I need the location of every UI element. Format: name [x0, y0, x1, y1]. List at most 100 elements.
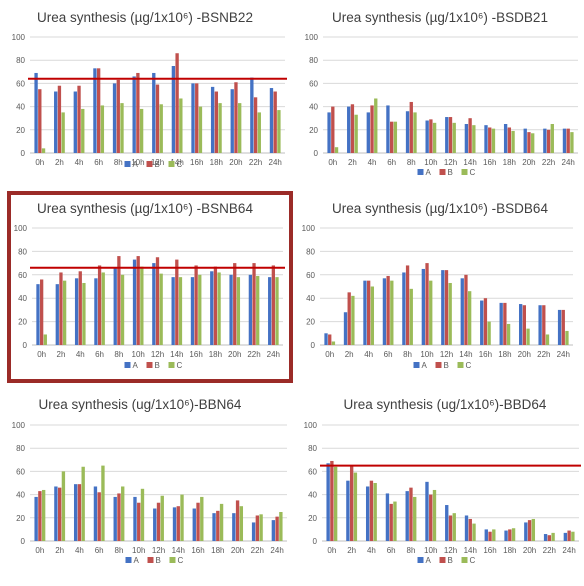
y-tick-label: 20 — [18, 318, 27, 327]
x-tick-label: 2h — [57, 350, 66, 359]
x-tick-label: 0h — [327, 546, 336, 555]
bar-b — [542, 305, 546, 345]
bar-a — [441, 270, 445, 345]
bar-b — [409, 101, 413, 153]
bar-a — [499, 302, 503, 345]
bar-b — [59, 272, 63, 345]
legend-swatch-a — [125, 557, 132, 563]
chart-panel-4: Urea synthesis (ug/1x10⁶)-BBN64 0 20 40 60 80… — [12, 397, 287, 565]
bar-b — [349, 465, 354, 541]
legend-label-c: C — [177, 160, 183, 169]
y-tick-label: 60 — [18, 271, 27, 280]
bar-c — [393, 501, 397, 541]
x-tick-label: 10h — [424, 158, 437, 167]
chart-title: Urea synthesis (µg/1x10⁶) -BSNB22 — [37, 10, 253, 25]
bar-c — [452, 122, 456, 153]
bar-c — [531, 518, 536, 541]
bar-c — [472, 125, 476, 153]
legend: A B C — [417, 168, 476, 177]
x-tick-label: 10h — [131, 158, 144, 167]
legend-swatch-b — [146, 161, 153, 167]
bar-a — [347, 106, 351, 153]
x-tick-label: 24h — [562, 158, 575, 167]
bar-b — [507, 127, 512, 153]
bar-b — [38, 89, 42, 153]
bar-b — [216, 510, 220, 541]
bar-a — [268, 277, 272, 345]
x-tick-label: 0h — [35, 546, 44, 555]
legend-swatch-b — [146, 362, 153, 368]
bar-c — [565, 330, 569, 345]
x-tick-label: 12h — [152, 546, 165, 555]
bar-a — [327, 112, 331, 153]
bar-c — [61, 471, 66, 541]
bar-a — [425, 481, 429, 541]
bar-a — [192, 508, 196, 541]
y-tick-label: 40 — [306, 294, 315, 303]
x-tick-label: 2h — [348, 158, 357, 167]
y-tick-label: 60 — [306, 271, 315, 280]
legend-swatch-c — [168, 161, 175, 167]
bar-b — [252, 263, 256, 345]
x-tick-label: 8h — [407, 158, 416, 167]
legend-swatch-b — [147, 557, 154, 563]
bar-c — [198, 274, 202, 345]
x-tick-label: 24h — [267, 350, 280, 359]
chart-title: Urea synthesis (µg/1x10⁶) -BSDB21 — [332, 10, 548, 25]
bar-c — [472, 523, 476, 541]
bar-b — [444, 270, 449, 345]
bar-b — [155, 257, 160, 345]
y-tick-label: 80 — [306, 247, 315, 256]
bar-b — [366, 280, 371, 345]
legend-swatch-a — [124, 362, 131, 368]
x-tick-label: 2h — [55, 546, 64, 555]
bar-b — [389, 121, 394, 153]
y-tick-label: 0 — [23, 341, 28, 350]
chart-title: Urea synthesis (ug/1x10⁶)-BBN64 — [39, 397, 242, 412]
bar-c — [432, 122, 437, 153]
legend-label-b: B — [155, 160, 160, 169]
legend-swatch-a — [417, 169, 424, 175]
bar-a — [365, 486, 370, 541]
bar-a — [248, 274, 253, 345]
x-tick-label: 22h — [251, 546, 264, 555]
bar-c — [81, 108, 85, 153]
bar-c — [429, 280, 433, 345]
legend-label-b: B — [448, 168, 453, 177]
bar-b — [38, 491, 42, 541]
y-tick-label: 100 — [14, 224, 28, 233]
legend-swatch-b — [439, 169, 446, 175]
x-tick-label: 10h — [424, 546, 437, 555]
bar-b — [488, 127, 492, 153]
bar-a — [405, 111, 410, 153]
bar-b — [546, 129, 551, 153]
bar-b — [97, 492, 101, 541]
bar-c — [545, 334, 550, 345]
bar-a — [518, 304, 523, 345]
y-tick-label: 20 — [16, 514, 25, 523]
bar-a — [385, 493, 390, 541]
legend: A B C — [125, 556, 184, 565]
bar-c — [121, 486, 125, 541]
chart-panel-3: Urea synthesis (µg/1x10⁶) -BSDB64 0 20 40 60… — [302, 201, 573, 370]
chart-title: Urea synthesis (ug/1x10⁶)-BBD64 — [344, 397, 547, 412]
x-tick-label: 16h — [483, 158, 496, 167]
bar-c — [334, 147, 339, 153]
bar-c — [259, 514, 263, 541]
bar-c — [333, 466, 338, 541]
bar-a — [271, 520, 276, 541]
chart-panel-2: Urea synthesis (µg/1x10⁶) -BSNB64 0 20 40 60… — [7, 191, 293, 383]
bar-c — [550, 124, 554, 153]
bar-b — [369, 480, 374, 541]
bar-a — [402, 272, 406, 345]
x-tick-label: 22h — [542, 158, 555, 167]
y-tick-label: 100 — [305, 33, 319, 42]
x-tick-label: 14h — [172, 546, 185, 555]
bar-a — [93, 68, 97, 153]
bar-b — [176, 506, 180, 541]
bar-b — [448, 515, 453, 541]
bar-a — [543, 128, 547, 153]
bar-c — [219, 503, 224, 541]
chart-title: Urea synthesis (µg/1x10⁶) -BSDB64 — [332, 201, 548, 216]
legend-label-a: A — [426, 556, 432, 565]
